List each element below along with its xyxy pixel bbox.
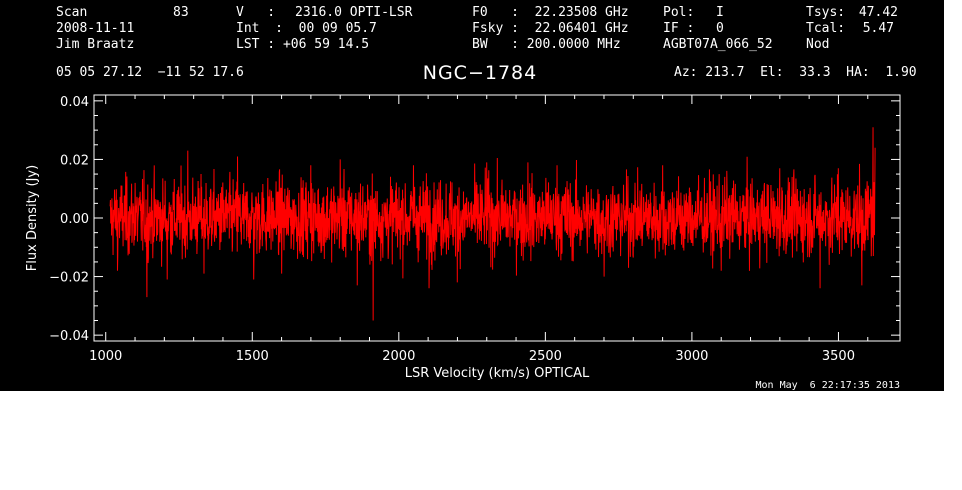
axis-layer: 1000 1500 2000 2500 3000 3500 −0.04 −0.02 0.00 0.… <box>49 95 900 364</box>
spectrum-panel: Scan 83 2008-11-11 Jim Braatz V : 2316.0… <box>0 0 944 391</box>
rest-frequency: F0 : 22.23508 GHz <box>472 5 629 20</box>
plot-timestamp: Mon May 6 22:17:35 2013 <box>755 380 901 391</box>
pol-label: Pol: <box>663 5 695 20</box>
az-el-ha: Az: 213.7 El: 33.3 HA: 1.90 <box>674 65 917 80</box>
x-tick-label: 1000 <box>89 349 122 364</box>
obs-date: 2008-11-11 <box>56 21 135 36</box>
tcal-value: 5.47 <box>862 21 894 36</box>
velocity-value: 2316.0 OPTI-LSR <box>295 5 413 20</box>
observer-name: Jim Braatz <box>56 37 135 52</box>
x-axis-title: LSR Velocity (km/s) OPTICAL <box>405 366 590 381</box>
project-id: AGBT07A_066_52 <box>663 37 773 52</box>
velocity-label: V : <box>236 5 276 20</box>
tcal-label: Tcal: <box>806 21 846 36</box>
y-tick-label: 0.02 <box>60 153 89 168</box>
if-label: IF : <box>663 21 695 36</box>
y-tick-label: −0.02 <box>49 271 89 286</box>
y-tick-label: 0.04 <box>60 95 89 110</box>
tsys-value: 47.42 <box>858 5 898 20</box>
tsys-label: Tsys: <box>806 5 846 20</box>
scan-label: Scan <box>56 5 88 20</box>
y-tick-label: −0.04 <box>49 329 89 344</box>
x-tick-label: 2500 <box>529 349 562 364</box>
observing-mode: Nod <box>806 37 830 52</box>
sky-frequency: Fsky : 22.06401 GHz <box>472 21 629 36</box>
x-tick-label: 3500 <box>822 349 855 364</box>
y-axis-title: Flux Density (Jy) <box>25 165 40 271</box>
scan-value: 83 <box>173 5 189 20</box>
integration-time: Int : 00 09 05.7 <box>236 21 377 36</box>
source-name: NGC−1784 <box>422 62 538 84</box>
pol-value: I <box>716 5 724 20</box>
spectrum-plot: 1000 1500 2000 2500 3000 3500 −0.04 −0.02 0.00 0.… <box>25 94 901 381</box>
x-tick-label: 2000 <box>382 349 415 364</box>
lst-value: LST : +06 59 14.5 <box>236 37 370 52</box>
if-value: 0 <box>716 21 724 36</box>
flux-trace <box>109 127 876 321</box>
x-tick-label: 1500 <box>236 349 269 364</box>
source-coordinates: 05 05 27.12 −11 52 17.6 <box>56 65 244 80</box>
x-tick-label: 3000 <box>675 349 708 364</box>
y-tick-label: 0.00 <box>60 212 89 227</box>
trace-layer <box>109 127 876 321</box>
bandwidth: BW : 200.0000 MHz <box>472 37 621 52</box>
